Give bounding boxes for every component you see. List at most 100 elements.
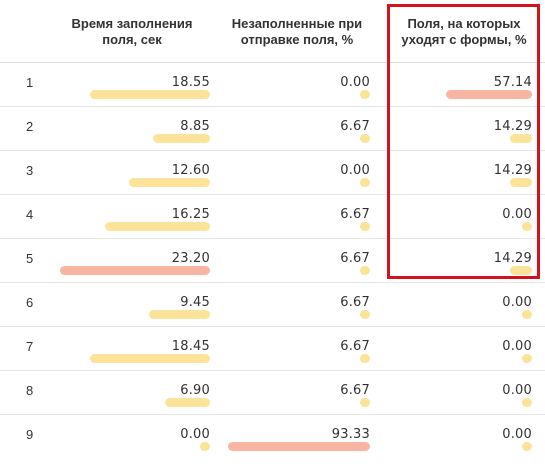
column-header-empty-on-submit-line2: отправке поля, % <box>240 32 354 47</box>
cell-empty-on-submit: 6.67 <box>212 107 370 151</box>
cell-abandon-fields: 0.00 <box>384 371 532 415</box>
cell-abandon-fields: 14.29 <box>384 151 532 195</box>
cell-fill-time-bar <box>105 222 210 231</box>
cell-fill-time-bar <box>129 178 210 187</box>
cell-empty-on-submit-value: 6.67 <box>340 251 370 266</box>
cell-fill-time-value: 12.60 <box>171 163 210 178</box>
cell-abandon-fields-value: 14.29 <box>493 119 532 134</box>
cell-fill-time: 0.00 <box>52 415 210 459</box>
cell-fill-time: 8.85 <box>52 107 210 151</box>
cell-empty-on-submit: 6.67 <box>212 283 370 327</box>
table-row[interactable]: 2 8.85 6.67 14.29 <box>0 106 545 150</box>
cell-empty-on-submit-bar <box>228 442 370 451</box>
cell-fill-time-value: 18.55 <box>171 75 210 90</box>
cell-abandon-fields-value: 0.00 <box>502 427 532 442</box>
cell-empty-on-submit-bar <box>360 310 370 319</box>
row-number: 4 <box>26 207 34 222</box>
cell-fill-time: 12.60 <box>52 151 210 195</box>
cell-fill-time: 18.45 <box>52 327 210 371</box>
cell-abandon-fields: 0.00 <box>384 283 532 327</box>
cell-empty-on-submit: 0.00 <box>212 63 370 107</box>
cell-fill-time: 23.20 <box>52 239 210 283</box>
table-row[interactable]: 8 6.90 6.67 0.00 <box>0 370 545 414</box>
cell-fill-time: 18.55 <box>52 63 210 107</box>
cell-fill-time-bar <box>60 266 210 275</box>
cell-abandon-fields: 14.29 <box>384 239 532 283</box>
cell-abandon-fields: 14.29 <box>384 107 532 151</box>
column-header-abandon-fields-line1: Поля, на которых <box>407 16 521 31</box>
cell-empty-on-submit-bar <box>360 266 370 275</box>
cell-empty-on-submit-bar <box>360 90 370 99</box>
cell-fill-time-bar <box>153 134 210 143</box>
cell-abandon-fields-bar <box>510 178 532 187</box>
cell-abandon-fields-value: 0.00 <box>502 383 532 398</box>
cell-empty-on-submit-value: 6.67 <box>340 207 370 222</box>
cell-abandon-fields-bar <box>446 90 532 99</box>
cell-empty-on-submit-bar <box>360 222 370 231</box>
cell-abandon-fields: 0.00 <box>384 327 532 371</box>
cell-empty-on-submit-bar <box>360 354 370 363</box>
cell-fill-time-bar <box>200 442 210 451</box>
cell-fill-time-value: 23.20 <box>171 251 210 266</box>
cell-abandon-fields-value: 14.29 <box>493 251 532 266</box>
column-header-empty-on-submit[interactable]: Незаполненные при отправке поля, % <box>218 16 376 48</box>
cell-empty-on-submit: 6.67 <box>212 195 370 239</box>
column-header-abandon-fields-line2: уходят с формы, % <box>401 32 527 47</box>
row-number: 2 <box>26 119 34 134</box>
cell-abandon-fields-bar <box>522 310 532 319</box>
cell-abandon-fields: 0.00 <box>384 195 532 239</box>
cell-empty-on-submit-bar <box>360 178 370 187</box>
cell-empty-on-submit-value: 93.33 <box>331 427 370 442</box>
cell-empty-on-submit-bar <box>360 134 370 143</box>
row-number: 3 <box>26 163 34 178</box>
cell-abandon-fields-bar <box>522 222 532 231</box>
cell-empty-on-submit-value: 6.67 <box>340 339 370 354</box>
cell-fill-time-value: 18.45 <box>171 339 210 354</box>
column-header-abandon-fields[interactable]: Поля, на которых уходят с формы, % <box>390 16 538 48</box>
column-header-fill-time-line1: Время заполнения <box>71 16 193 31</box>
cell-fill-time-bar <box>90 354 210 363</box>
cell-fill-time-value: 6.90 <box>180 383 210 398</box>
cell-abandon-fields-bar <box>510 266 532 275</box>
cell-abandon-fields-bar <box>510 134 532 143</box>
cell-fill-time-value: 16.25 <box>171 207 210 222</box>
cell-abandon-fields-bar <box>522 354 532 363</box>
cell-fill-time: 9.45 <box>52 283 210 327</box>
cell-abandon-fields-value: 14.29 <box>493 163 532 178</box>
cell-empty-on-submit-value: 6.67 <box>340 295 370 310</box>
cell-fill-time-bar <box>149 310 210 319</box>
cell-fill-time-bar <box>165 398 210 407</box>
cell-empty-on-submit: 6.67 <box>212 239 370 283</box>
cell-fill-time-bar <box>90 90 210 99</box>
table-row[interactable]: 1 18.55 0.00 57.14 <box>0 62 545 106</box>
table-row[interactable]: 5 23.20 6.67 14.29 <box>0 238 545 282</box>
cell-fill-time: 16.25 <box>52 195 210 239</box>
cell-empty-on-submit-value: 0.00 <box>340 163 370 178</box>
cell-fill-time-value: 9.45 <box>180 295 210 310</box>
table-row[interactable]: 4 16.25 6.67 0.00 <box>0 194 545 238</box>
cell-empty-on-submit: 93.33 <box>212 415 370 459</box>
cell-empty-on-submit-bar <box>360 398 370 407</box>
cell-abandon-fields-value: 0.00 <box>502 295 532 310</box>
row-number: 6 <box>26 295 34 310</box>
table-row[interactable]: 7 18.45 6.67 0.00 <box>0 326 545 370</box>
column-header-empty-on-submit-line1: Незаполненные при <box>231 16 363 31</box>
column-header-fill-time[interactable]: Время заполнения поля, сек <box>52 16 212 48</box>
cell-empty-on-submit-value: 6.67 <box>340 383 370 398</box>
table-row[interactable]: 3 12.60 0.00 14.29 <box>0 150 545 194</box>
table-body: 1 18.55 0.00 57.14 2 8.85 6.67 14.29 3 12.60 0.00 1… <box>0 62 545 458</box>
table-row[interactable]: 9 0.00 93.33 0.00 <box>0 414 545 458</box>
table-row[interactable]: 6 9.45 6.67 0.00 <box>0 282 545 326</box>
cell-empty-on-submit: 6.67 <box>212 327 370 371</box>
row-number: 1 <box>26 75 34 90</box>
cell-fill-time-value: 0.00 <box>180 427 210 442</box>
row-number: 9 <box>26 427 34 442</box>
row-number: 7 <box>26 339 34 354</box>
cell-empty-on-submit-value: 0.00 <box>340 75 370 90</box>
cell-abandon-fields-bar <box>522 398 532 407</box>
cell-empty-on-submit: 0.00 <box>212 151 370 195</box>
cell-abandon-fields-value: 57.14 <box>493 75 532 90</box>
cell-empty-on-submit: 6.67 <box>212 371 370 415</box>
cell-empty-on-submit-value: 6.67 <box>340 119 370 134</box>
